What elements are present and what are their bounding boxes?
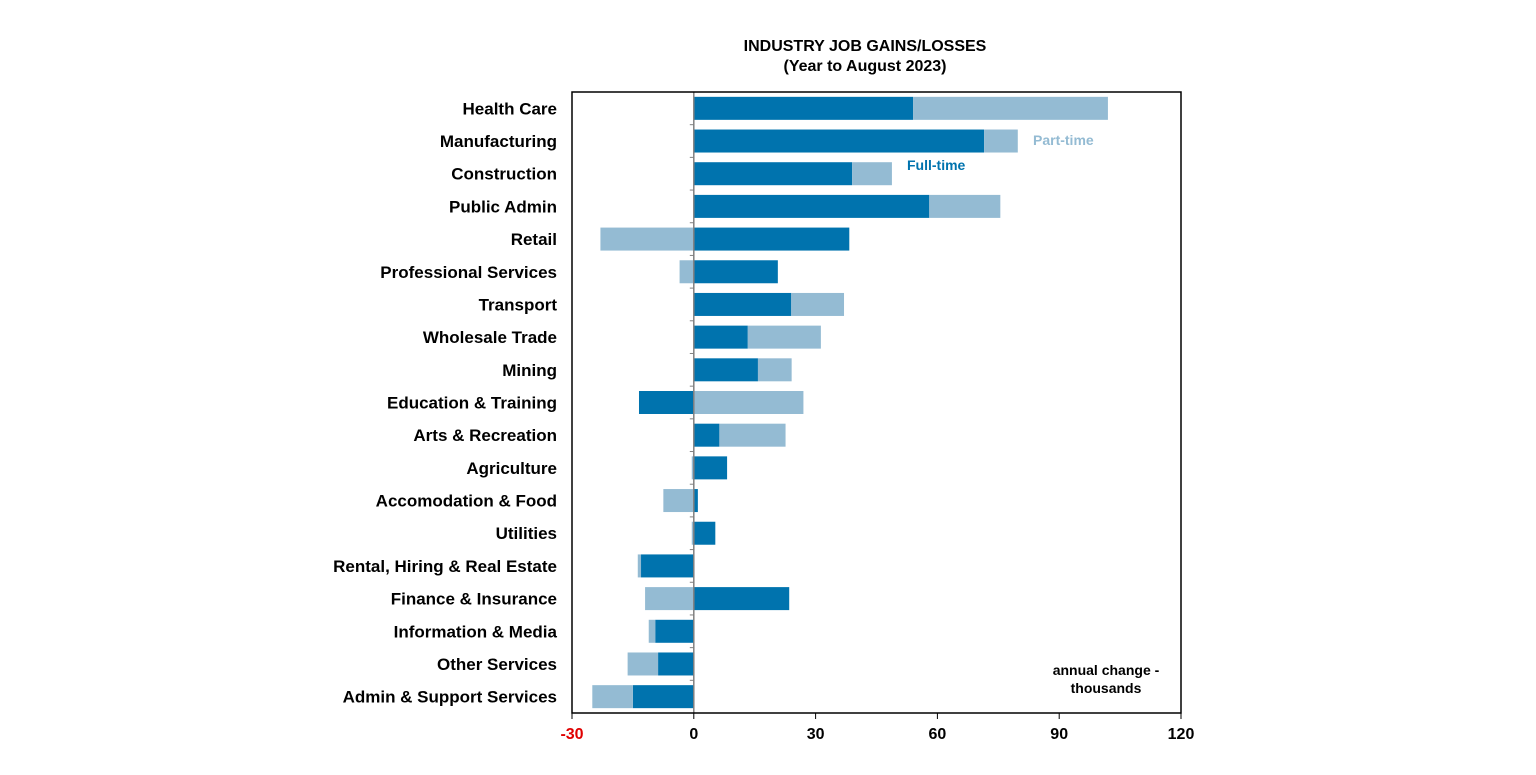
- bar-full-time-4: [693, 227, 850, 251]
- bar-full-time-3: [693, 194, 930, 218]
- bar-part-time-7: [747, 325, 821, 349]
- bar-part-time-18: [592, 685, 633, 709]
- bar-part-time-1: [984, 129, 1018, 153]
- axis-unit-note-line-2: thousands: [1070, 680, 1142, 696]
- bar-full-time-11: [693, 456, 728, 480]
- bar-full-time-5: [693, 260, 778, 284]
- bar-part-time-10: [719, 423, 786, 447]
- annotation-full-time: Full-time: [907, 157, 966, 173]
- bar-full-time-2: [693, 162, 853, 186]
- bar-full-time-12: [693, 489, 698, 513]
- bar-full-time-17: [658, 652, 694, 676]
- category-label-10: Arts & Recreation: [413, 426, 557, 445]
- bar-full-time-6: [693, 292, 792, 316]
- bar-part-time-2: [852, 162, 892, 186]
- category-label-0: Health Care: [463, 99, 557, 118]
- bar-full-time-18: [632, 685, 694, 709]
- bar-full-time-1: [693, 129, 985, 153]
- annotation-part-time: Part-time: [1033, 132, 1094, 148]
- bar-full-time-13: [693, 521, 716, 545]
- category-label-15: Finance & Insurance: [391, 590, 557, 609]
- bar-part-time-5: [679, 260, 694, 284]
- bar-full-time-7: [693, 325, 748, 349]
- category-label-5: Professional Services: [380, 263, 557, 282]
- category-label-7: Wholesale Trade: [423, 328, 557, 347]
- bar-part-time-4: [600, 227, 694, 251]
- category-label-14: Rental, Hiring & Real Estate: [333, 557, 557, 576]
- bar-part-time-12: [663, 489, 694, 513]
- bar-part-time-9: [693, 391, 804, 414]
- category-label-16: Information & Media: [394, 622, 558, 641]
- bar-full-time-14: [641, 554, 694, 578]
- x-tick-label-0: -30: [560, 726, 583, 743]
- bar-part-time-14: [637, 554, 642, 578]
- x-tick-label-3: 60: [929, 726, 947, 743]
- bar-full-time-9: [638, 391, 694, 414]
- bar-part-time-11: [691, 456, 694, 480]
- bar-full-time-8: [693, 358, 758, 382]
- x-tick-label-4: 90: [1050, 726, 1068, 743]
- category-label-11: Agriculture: [466, 459, 557, 478]
- category-label-9: Education & Training: [387, 394, 557, 413]
- category-label-6: Transport: [479, 295, 558, 314]
- bar-full-time-10: [693, 423, 720, 447]
- category-label-4: Retail: [511, 230, 557, 249]
- bar-part-time-8: [757, 358, 792, 382]
- bar-part-time-17: [627, 652, 659, 676]
- axis-unit-note-line-1: annual change -: [1052, 662, 1160, 678]
- category-label-3: Public Admin: [449, 197, 557, 216]
- category-label-17: Other Services: [437, 655, 557, 674]
- chart-title: INDUSTRY JOB GAINS/LOSSES: [743, 38, 987, 55]
- category-label-8: Mining: [502, 361, 557, 380]
- bar-part-time-13: [691, 521, 694, 545]
- bar-full-time-16: [655, 619, 694, 643]
- bar-part-time-15: [645, 587, 694, 611]
- bar-part-time-0: [913, 96, 1108, 120]
- x-tick-label-1: 0: [689, 726, 698, 743]
- bar-full-time-15: [693, 587, 790, 611]
- bar-full-time-0: [693, 96, 914, 120]
- bar-part-time-6: [791, 292, 845, 316]
- category-label-1: Manufacturing: [440, 132, 557, 151]
- plot-frame: [571, 91, 1182, 714]
- x-tick-label-2: 30: [807, 726, 825, 743]
- chart-subtitle: (Year to August 2023): [783, 58, 947, 75]
- category-label-2: Construction: [451, 165, 557, 184]
- bar-part-time-16: [648, 619, 656, 643]
- category-label-13: Utilities: [496, 524, 557, 543]
- category-label-18: Admin & Support Services: [343, 688, 557, 707]
- category-label-12: Accomodation & Food: [376, 492, 557, 511]
- axis-unit-note: annual change - thousands: [1036, 661, 1176, 697]
- x-tick-label-5: 120: [1168, 726, 1195, 743]
- bar-part-time-3: [929, 194, 1001, 218]
